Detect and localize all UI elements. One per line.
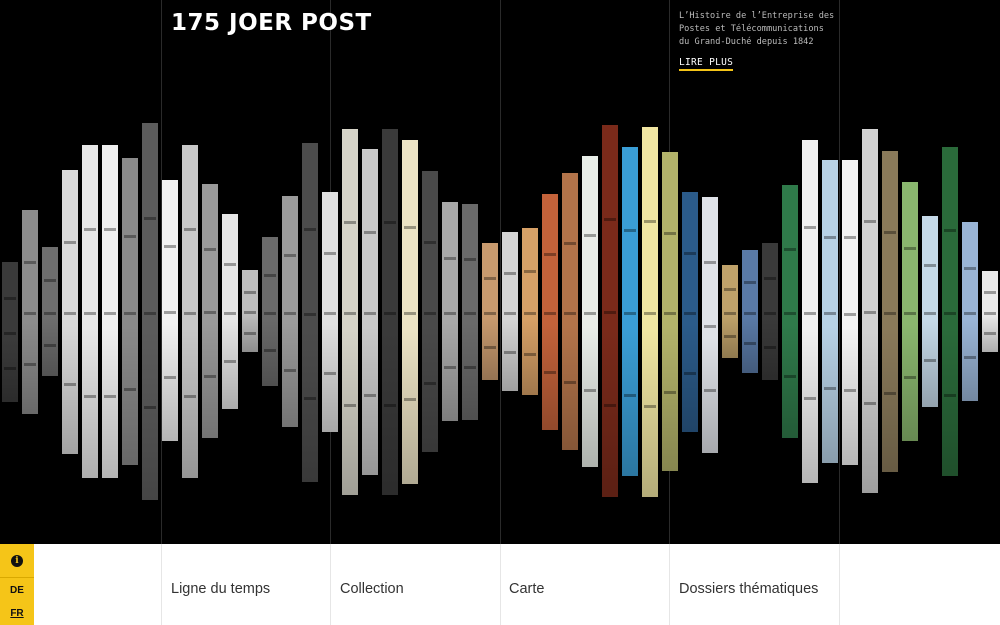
image-strip[interactable] xyxy=(182,145,198,478)
image-strip[interactable] xyxy=(62,170,78,454)
image-strip[interactable] xyxy=(142,123,158,500)
image-strip[interactable] xyxy=(702,197,718,453)
image-strip[interactable] xyxy=(202,184,218,438)
image-strip-gallery[interactable] xyxy=(0,0,1000,544)
image-strip[interactable] xyxy=(262,237,278,386)
image-strip[interactable] xyxy=(2,262,18,402)
column-divider xyxy=(500,0,501,544)
image-strip[interactable] xyxy=(282,196,298,427)
info-icon: i xyxy=(11,554,23,567)
image-strip[interactable] xyxy=(782,185,798,438)
image-strip[interactable] xyxy=(682,192,698,432)
image-strip[interactable] xyxy=(962,222,978,401)
image-strip[interactable] xyxy=(662,152,678,471)
page-title: 175 JOER POST xyxy=(171,10,372,36)
language-fr-button[interactable]: FR xyxy=(10,608,24,619)
image-strip[interactable] xyxy=(42,247,58,376)
image-strip[interactable] xyxy=(342,129,358,495)
image-strip[interactable] xyxy=(82,145,98,478)
image-strip[interactable] xyxy=(902,182,918,441)
image-strip[interactable] xyxy=(542,194,558,430)
read-more-link[interactable]: LIRE PLUS xyxy=(679,57,734,71)
image-strip[interactable] xyxy=(402,140,418,484)
image-strip[interactable] xyxy=(882,151,898,472)
image-strip[interactable] xyxy=(322,192,338,432)
nav-collection[interactable]: Collection xyxy=(340,581,404,597)
image-strip[interactable] xyxy=(922,216,938,407)
column-divider xyxy=(669,544,670,625)
image-strip[interactable] xyxy=(722,265,738,358)
image-strip[interactable] xyxy=(22,210,38,414)
language-de-button[interactable]: DE xyxy=(10,585,24,596)
image-strip[interactable] xyxy=(502,232,518,391)
image-strip[interactable] xyxy=(862,129,878,493)
image-strip[interactable] xyxy=(762,243,778,380)
column-divider xyxy=(161,0,162,544)
image-strip[interactable] xyxy=(742,250,758,373)
site-description: L’Histoire de l’Entreprise des Postes et… xyxy=(679,11,835,47)
column-divider xyxy=(500,544,501,625)
nav-thematic-dossiers[interactable]: Dossiers thématiques xyxy=(679,581,819,597)
image-strip[interactable] xyxy=(362,149,378,475)
nav-map[interactable]: Carte xyxy=(509,581,545,597)
image-strip[interactable] xyxy=(162,180,178,441)
hero-section: 175 JOER POST L’Histoire de l’Entreprise… xyxy=(0,0,1000,544)
image-strip[interactable] xyxy=(822,160,838,463)
image-strip[interactable] xyxy=(302,143,318,482)
image-strip[interactable] xyxy=(522,228,538,395)
image-strip[interactable] xyxy=(802,140,818,483)
image-strip[interactable] xyxy=(422,171,438,452)
info-button[interactable]: i xyxy=(0,544,34,578)
image-strip[interactable] xyxy=(242,270,258,352)
image-strip[interactable] xyxy=(642,127,658,497)
image-strip[interactable] xyxy=(482,243,498,380)
image-strip[interactable] xyxy=(582,156,598,467)
column-divider xyxy=(330,544,331,625)
image-strip[interactable] xyxy=(982,271,998,352)
image-strip[interactable] xyxy=(462,204,478,420)
column-divider xyxy=(839,544,840,625)
nav-timeline[interactable]: Ligne du temps xyxy=(171,581,271,597)
image-strip[interactable] xyxy=(122,158,138,465)
image-strip[interactable] xyxy=(442,202,458,421)
side-controls: i DE FR xyxy=(0,544,34,625)
image-strip[interactable] xyxy=(622,147,638,476)
image-strip[interactable] xyxy=(942,147,958,476)
image-strip[interactable] xyxy=(222,214,238,409)
footer-nav-bar: i DE FR Ligne du temps Collection Carte … xyxy=(0,544,1000,625)
image-strip[interactable] xyxy=(602,125,618,497)
image-strip[interactable] xyxy=(382,129,398,495)
column-divider xyxy=(161,544,162,625)
image-strip[interactable] xyxy=(102,145,118,478)
image-strip[interactable] xyxy=(842,160,858,465)
column-divider xyxy=(839,0,840,544)
image-strip[interactable] xyxy=(562,173,578,450)
